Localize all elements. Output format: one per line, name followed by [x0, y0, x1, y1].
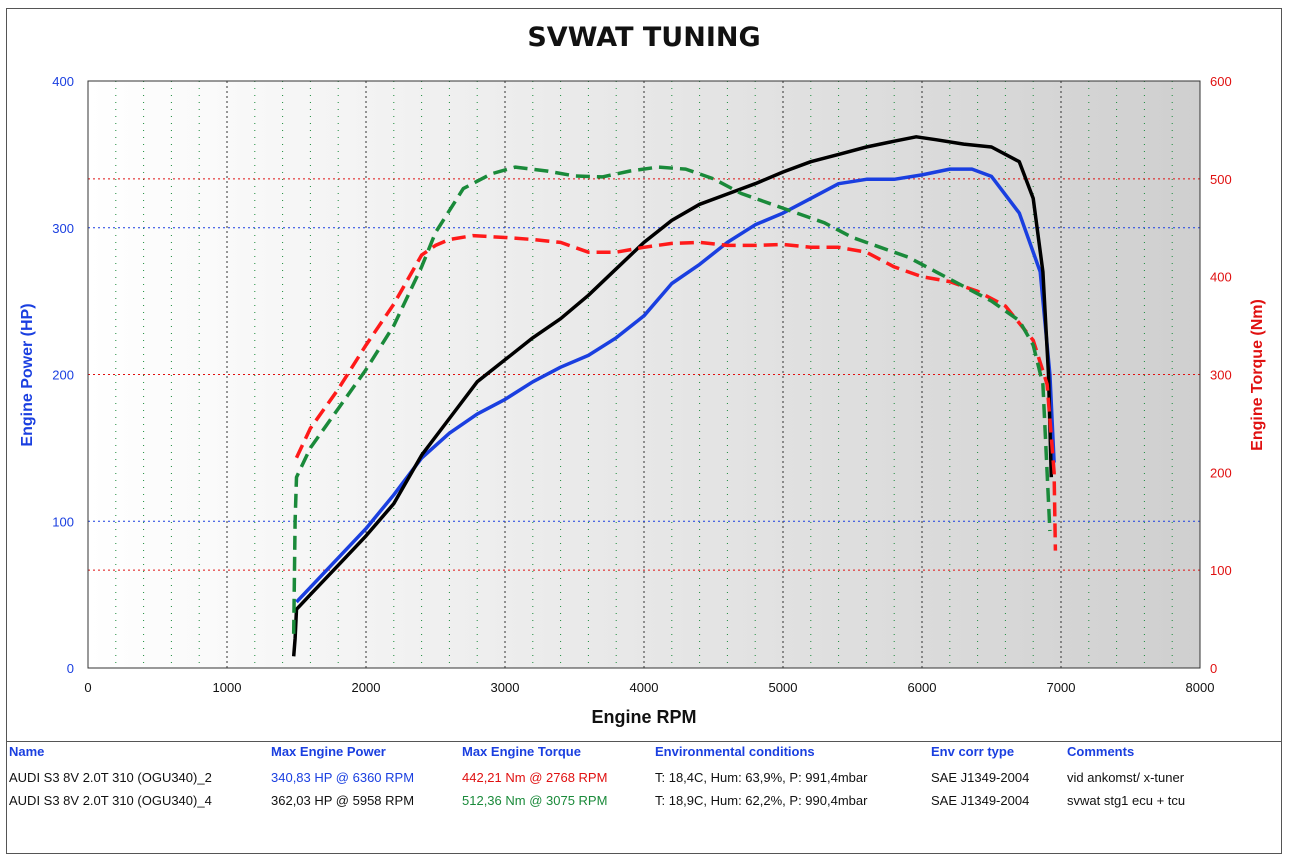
row2-max-power: 362,03 HP @ 5958 RPM [271, 793, 415, 808]
y-axis-right-label: Engine Torque (Nm) [1249, 299, 1266, 451]
header-max-torque: Max Engine Torque [462, 744, 581, 759]
row1-max-torque: 442,21 Nm @ 2768 RPM [462, 770, 608, 785]
header-comments: Comments [1067, 744, 1135, 759]
y-right-tick-label: 400 [1210, 270, 1232, 285]
plot-border [87, 80, 1201, 669]
row1-comments: vid ankomst/ x-tuner [1067, 770, 1185, 785]
header-env: Environmental conditions [655, 744, 815, 759]
series-layer [291, 135, 1058, 657]
chart-title: SVWAT TUNING [527, 22, 760, 53]
dyno-chart: SVWAT TUNING 0 1000 2000 3000 4000 5000 6000 70… [19, 22, 1266, 727]
x-tick-label: 1000 [213, 680, 242, 695]
row2-name: AUDI S3 8V 2.0T 310 (OGU340)_4 [9, 793, 212, 808]
row2-env: T: 18,9C, Hum: 62,2%, P: 990,4mbar [655, 793, 868, 808]
y-left-tick-label: 100 [52, 514, 74, 529]
run-summary-table: Name Max Engine Power Max Engine Torque … [7, 741, 1281, 808]
x-tick-label: 8000 [1186, 680, 1215, 695]
y-right-tick-label: 200 [1210, 465, 1232, 480]
y-right-tick-label: 600 [1210, 74, 1232, 89]
grid-lines [88, 81, 1200, 668]
row1-max-power: 340,83 HP @ 6360 RPM [271, 770, 415, 785]
row1-corr: SAE J1349-2004 [931, 770, 1030, 785]
x-tick-label: 0 [84, 680, 91, 695]
header-max-power: Max Engine Power [271, 744, 386, 759]
y-right-tick-label: 100 [1210, 563, 1232, 578]
y-right-tick-label: 0 [1210, 661, 1217, 676]
series-line-power-run4 [291, 135, 1054, 657]
y-left-tick-label: 0 [67, 661, 74, 676]
x-axis-label: Engine RPM [591, 707, 696, 727]
y-left-tick-label: 200 [52, 368, 74, 383]
header-corr: Env corr type [931, 744, 1015, 759]
x-tick-label: 5000 [769, 680, 798, 695]
x-tick-label: 2000 [352, 680, 381, 695]
y-left-tick-label: 300 [52, 221, 74, 236]
x-tick-label: 7000 [1047, 680, 1076, 695]
y-right-tick-label: 500 [1210, 172, 1232, 187]
row1-name: AUDI S3 8V 2.0T 310 (OGU340)_2 [9, 770, 212, 785]
series-line-torque-run4 [291, 165, 1052, 634]
y-left-tick-label: 400 [52, 74, 74, 89]
x-tick-label: 3000 [491, 680, 520, 695]
x-tick-label: 4000 [630, 680, 659, 695]
tick-labels: 0 1000 2000 3000 4000 5000 6000 7000 80000100200… [52, 74, 1231, 695]
y-right-tick-label: 300 [1210, 368, 1232, 383]
row2-corr: SAE J1349-2004 [931, 793, 1030, 808]
header-name: Name [9, 744, 45, 759]
row1-env: T: 18,4C, Hum: 63,9%, P: 991,4mbar [655, 770, 868, 785]
x-tick-label: 6000 [908, 680, 937, 695]
y-axis-left-label: Engine Power (HP) [19, 303, 36, 446]
row2-max-torque: 512,36 Nm @ 3075 RPM [462, 793, 608, 808]
row2-comments: svwat stg1 ecu + tcu [1067, 793, 1186, 808]
